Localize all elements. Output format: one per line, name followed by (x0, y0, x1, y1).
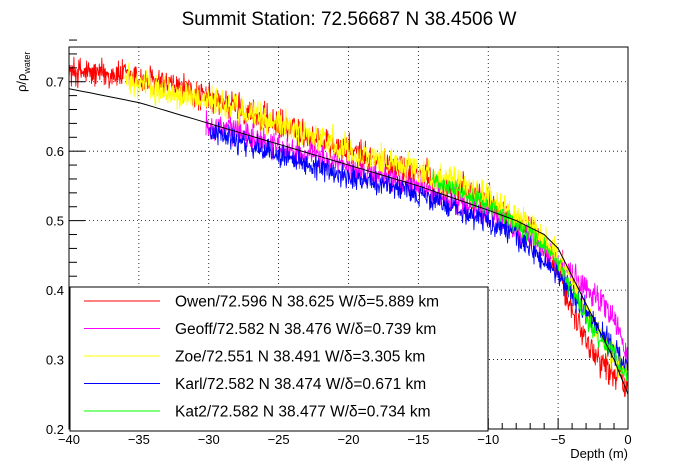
x-axis-label: Depth (m) (570, 446, 628, 461)
series-line-5 (69, 88, 628, 395)
y-tick-label: 0.3 (46, 353, 64, 368)
y-tick-labels: 0.2 0.3 0.4 0.5 0.6 0.7 (46, 75, 64, 437)
series-line-3 (208, 121, 628, 372)
x-tick-label: −10 (477, 432, 499, 447)
y-tick-label: 0.7 (46, 75, 64, 90)
legend: Owen/72.596 N 38.625 W/δ=5.889 km Geoff/7… (69, 286, 489, 432)
legend-entry: Owen/72.596 N 38.625 W/δ=5.889 km (175, 294, 439, 311)
x-tick-label: −35 (128, 432, 150, 447)
x-tick-label: −5 (551, 432, 566, 447)
y-axis-label-sub: water (22, 52, 32, 75)
legend-entry: Zoe/72.551 N 38.491 W/δ=3.305 km (175, 349, 425, 366)
plot-area (69, 56, 628, 397)
x-tick-label: −20 (337, 432, 359, 447)
x-tick-label: −15 (407, 432, 429, 447)
y-tick-label: 0.6 (46, 144, 64, 159)
legend-box (69, 286, 489, 432)
x-tick-label: −25 (268, 432, 290, 447)
y-axis-label: ρ/ρwater (14, 52, 32, 92)
x-tick-label: 0 (624, 432, 631, 447)
legend-entry: Karl/72.582 N 38.474 W/δ=0.671 km (175, 376, 426, 393)
x-tick-label: −30 (198, 432, 220, 447)
y-tick-label: 0.4 (46, 283, 64, 298)
legend-entry: Geoff/72.582 N 38.476 W/δ=0.739 km (175, 321, 436, 338)
svg-text:ρ/ρwater: ρ/ρwater (14, 52, 32, 92)
x-tick-labels: −40 −35 −30 −25 −20 −15 −10 −5 0 (58, 432, 632, 447)
y-tick-label: 0.2 (46, 422, 64, 437)
series-line-4 (431, 168, 628, 382)
x-tick-label: −40 (58, 432, 80, 447)
chart-title: Summit Station: 72.56687 N 38.4506 W (182, 9, 517, 30)
y-tick-label: 0.5 (46, 214, 64, 229)
y-axis-label-main: ρ/ρ (14, 74, 29, 92)
legend-entry: Kat2/72.582 N 38.477 W/δ=0.734 km (175, 404, 431, 421)
